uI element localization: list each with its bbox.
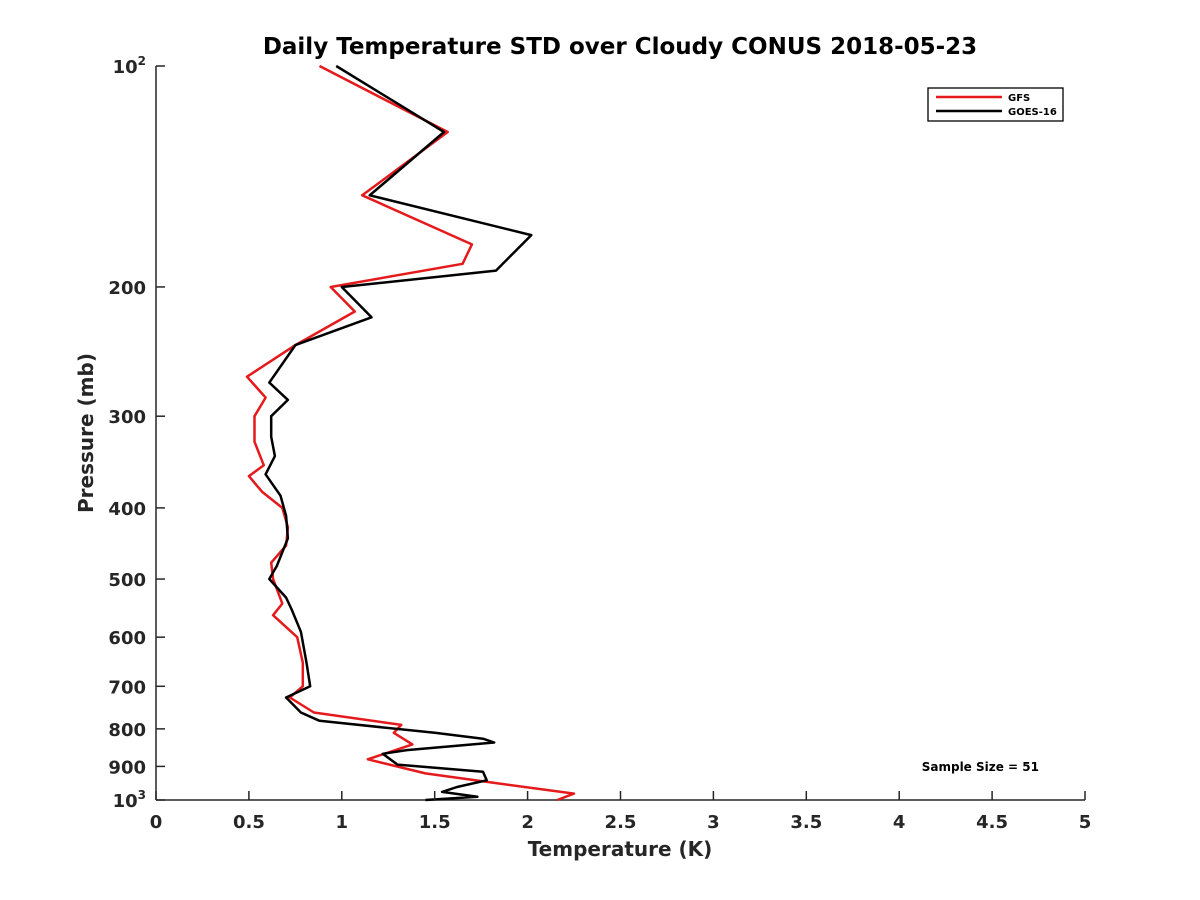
x-tick-label: 4.5 <box>976 812 1008 833</box>
plot-area: 0 0.5 1 1.5 2 2.5 3 3.5 4 4.5 5 102 200 300 400 500 600… <box>108 54 1091 833</box>
series-line-gfs <box>245 64 576 802</box>
x-tick-label: 2 <box>521 812 534 833</box>
y-tick-label: 300 <box>108 407 146 428</box>
x-tick-label: 3.5 <box>790 812 822 833</box>
y-tick-label: 900 <box>108 757 146 778</box>
y-axis-label: Pressure (mb) <box>74 353 98 513</box>
x-tick-label: 4 <box>893 812 906 833</box>
x-tick-label: 0.5 <box>233 812 265 833</box>
y-tick-label: 102 <box>113 54 146 78</box>
legend-label: GOES-16 <box>1008 107 1057 118</box>
x-tick-label: 1.5 <box>419 812 451 833</box>
x-tick-label: 0 <box>150 812 163 833</box>
y-tick-label: 200 <box>108 278 146 299</box>
y-tick-label: 800 <box>108 720 146 741</box>
y-tick-label: 500 <box>108 570 146 591</box>
y-tick-label: 400 <box>108 499 146 520</box>
sample-size-annotation: Sample Size = 51 <box>922 760 1039 774</box>
y-tick-label: 600 <box>108 628 146 649</box>
legend-box <box>927 87 1064 122</box>
chart-title: Daily Temperature STD over Cloudy CONUS … <box>263 34 977 60</box>
x-axis-label: Temperature (K) <box>528 837 713 861</box>
series-layer <box>245 64 576 802</box>
x-tick-label: 5 <box>1079 812 1092 833</box>
y-tick-label: 103 <box>113 788 146 812</box>
legend-label: GFS <box>1008 93 1030 104</box>
x-tick-label: 3 <box>707 812 720 833</box>
y-axis-ticks: 102 200 300 400 500 600 700 800 900 103 <box>108 54 165 812</box>
legend: GFS GOES-16 <box>927 87 1064 122</box>
y-tick-label: 700 <box>108 677 146 698</box>
x-tick-label: 2.5 <box>605 812 637 833</box>
x-tick-label: 1 <box>336 812 349 833</box>
x-axis-ticks: 0 0.5 1 1.5 2 2.5 3 3.5 4 4.5 5 <box>150 791 1092 833</box>
series-line-goes-16 <box>264 64 533 802</box>
